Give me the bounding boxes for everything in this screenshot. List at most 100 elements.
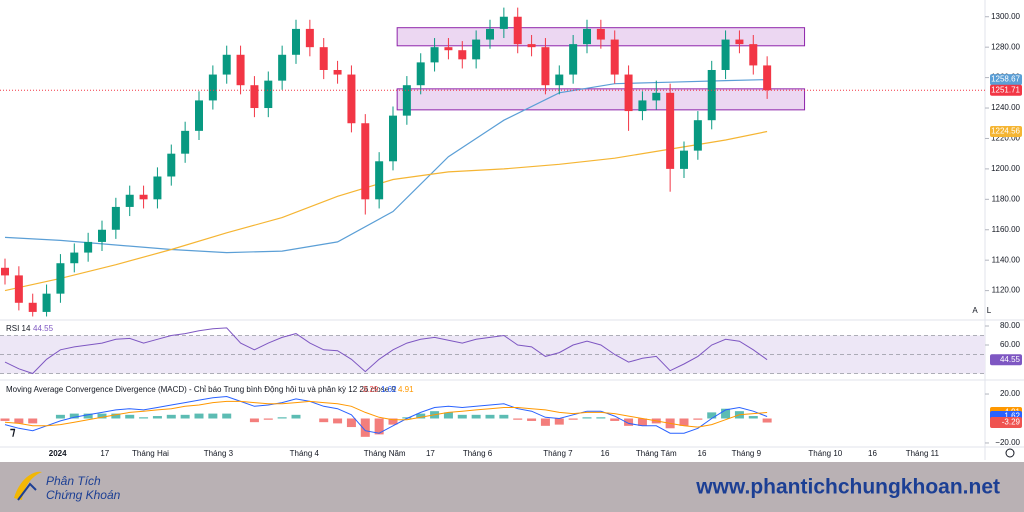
x-tick-label: Tháng 9 [732,449,762,458]
candle-body [527,44,536,48]
macd-histogram-bar [762,418,772,423]
candle-body [125,194,134,207]
candle-body [652,92,661,101]
x-tick-label: 16 [868,449,877,458]
settings-icon[interactable] [1005,448,1015,458]
y-tick-label: 60.00 [1000,340,1021,349]
y-tick-label: 1300.00 [991,12,1020,21]
macd-histogram-bar [208,413,218,419]
macd-histogram-bar [291,414,301,419]
candle-body [513,16,522,45]
candle-body [14,275,23,303]
candle-body [319,47,328,70]
x-tick-label: Tháng 11 [906,449,940,458]
x-tick-label: Tháng 6 [463,449,493,458]
candle-body [680,150,688,169]
macd-histogram-bar [97,413,107,419]
candle-body [347,74,356,124]
candle-body [28,302,37,312]
candle-body [735,39,744,45]
footer-band [0,462,1024,512]
macd-histogram-bar [443,412,453,419]
macd-line [4,400,768,428]
x-tick-label: Tháng Hai [132,449,169,458]
macd-histogram-bar [277,417,287,419]
candle-body [361,123,370,200]
macd-value-label: 1.62 [1004,412,1020,421]
x-tick-label: Tháng 10 [808,449,842,458]
macd-histogram-bar [457,414,467,419]
last-price-label: 1251.71 [991,85,1020,94]
candle-body [749,44,758,66]
macd-histogram-bar [152,416,162,419]
candle-body [444,47,453,51]
candle-body [416,62,425,86]
candle-body [181,130,190,154]
macd-histogram-bar [679,418,689,426]
macd-histogram-bar [55,414,65,419]
candle-body [167,153,176,177]
macd-histogram-bar [166,414,176,419]
macd-histogram-bar [748,416,758,419]
macd-histogram-bar [610,418,620,421]
candle-body [499,16,508,29]
website[interactable]: www.phantichchungkhoan.net [695,476,1000,499]
macd-histogram-bar [180,414,190,419]
candle-body [458,50,467,60]
candle-body [375,161,384,200]
macd-histogram-bar [346,418,356,428]
ma-value-label-box [990,126,1022,138]
candle-body [305,28,314,48]
x-tick-label: Tháng Tám [636,449,677,458]
candle-body [264,80,273,109]
macd-histogram-bar [416,413,426,419]
candle-body [583,28,591,45]
candle-body [389,115,397,162]
x-tick-label: 16 [698,449,707,458]
candle-body [42,293,51,312]
macd-histogram-bar [125,414,135,419]
candle-body [98,229,106,242]
rsi-value-label-box [990,354,1022,366]
y-tick-label: 1160.00 [992,225,1021,234]
macd-histogram-bar [707,412,717,419]
candle-body [278,54,287,81]
x-tick-label: 17 [100,449,109,458]
candle-body [56,263,65,294]
x-tick-label: 16 [601,449,610,458]
candle-body [236,54,245,86]
axis-button[interactable]: L [987,306,992,315]
candle-body [250,85,259,109]
candle-body [222,54,231,75]
candle-body [195,100,203,131]
candle-body [721,39,730,70]
rsi-line [4,327,768,375]
macd-histogram-bar [637,418,647,426]
candle-body [70,252,79,264]
axis-button[interactable]: A [972,306,978,315]
macd-title: Moving Average Convergence Divergence (M… [6,385,396,394]
macd-histogram-bar [582,417,592,419]
x-tick-label: 2024 [49,449,67,458]
candle-body [763,65,772,91]
candle-body [610,39,619,75]
ma-value-label: 1224.56 [991,127,1020,136]
y-tick-label: 20.00 [1000,389,1021,398]
y-tick-label: 1220.00 [991,134,1020,143]
y-tick-label: 1200.00 [991,164,1020,173]
macd-signal-value: 4.91 [398,385,414,394]
candle-body [1,267,9,276]
macd-histogram-bar [721,408,731,419]
brand-logo-arrow [17,482,37,501]
y-tick-label: 1280.00 [991,42,1020,51]
logo-mark: ⁊ [10,426,16,438]
candle-body [292,28,300,55]
candle-body [707,69,716,121]
macd-histogram-bar [249,418,259,423]
macd-histogram-bar [554,418,564,425]
macd-histogram-bar [568,418,578,420]
moving-average [4,79,768,254]
x-tick-label: Tháng 7 [543,449,573,458]
rsi-value-label: 44.55 [1000,355,1021,364]
